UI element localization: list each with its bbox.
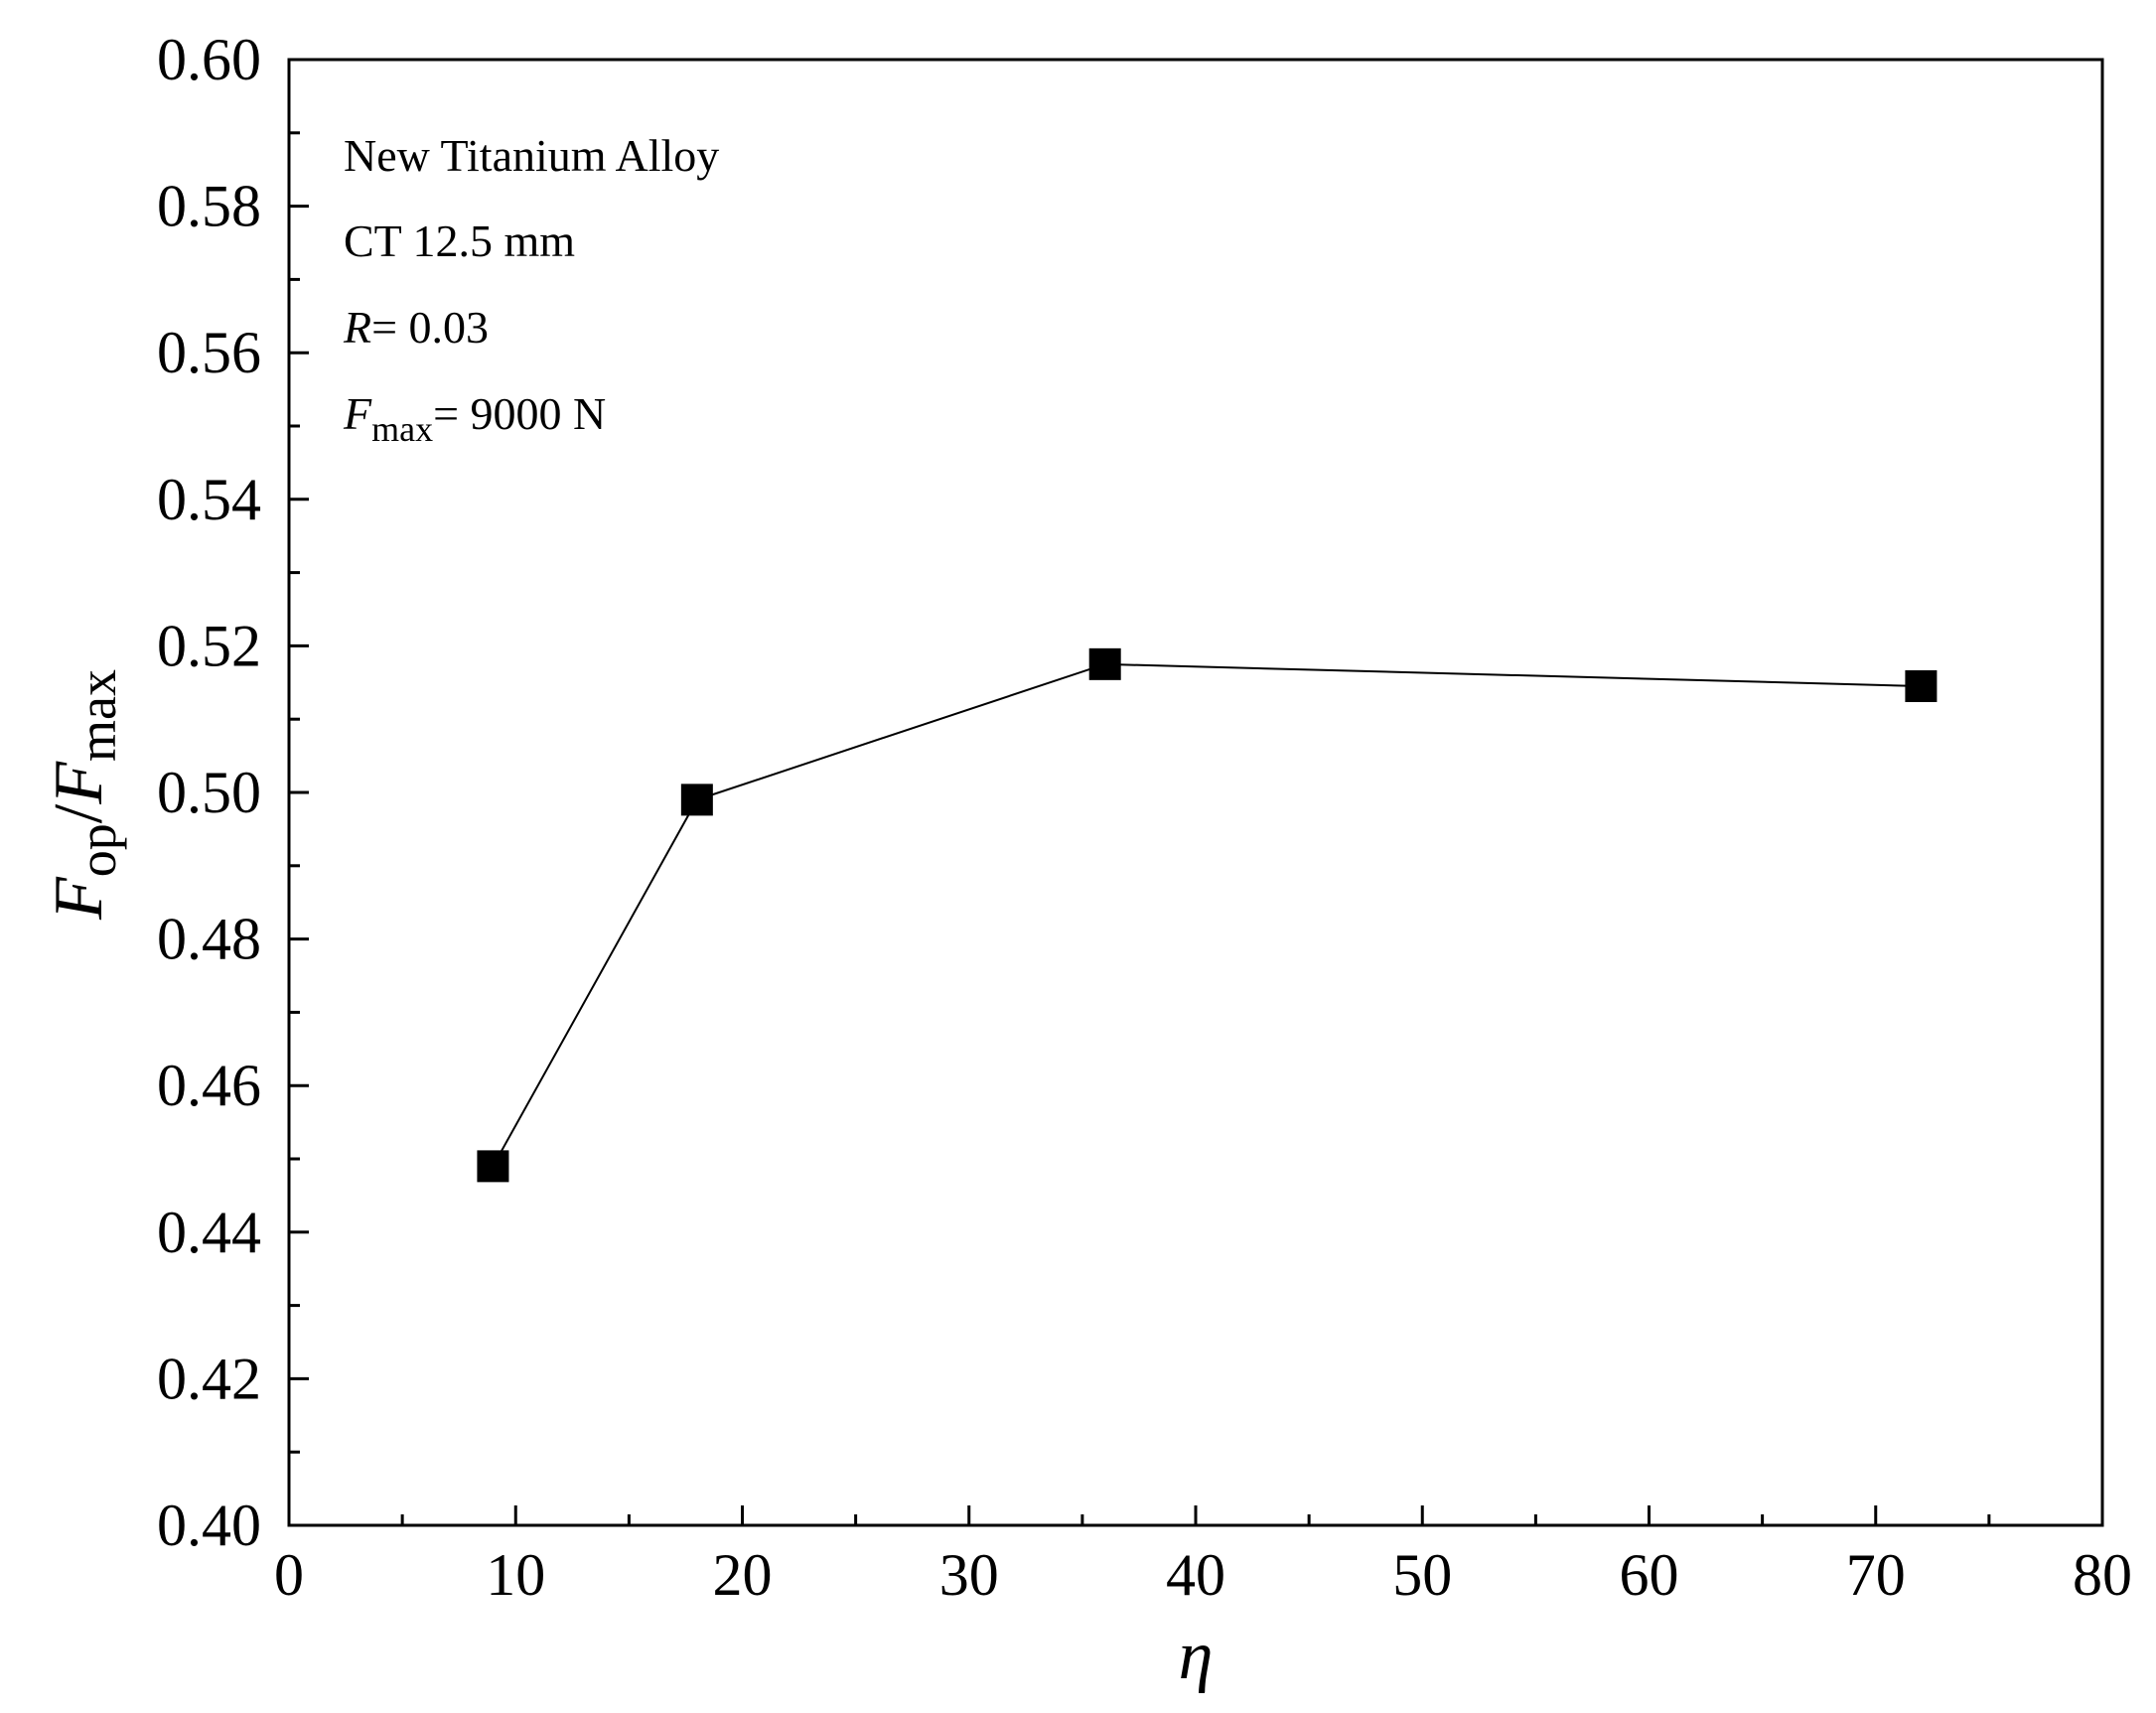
y-tick-label: 0.56 [157,320,261,385]
series-line [492,662,1922,1167]
y-tick-label: 0.42 [157,1346,261,1411]
data-point-marker [1088,647,1121,680]
data-point-marker [477,1150,509,1183]
annotation-f-subscript: max [371,409,433,449]
x-tick-label: 10 [486,1542,545,1608]
x-tick-label: 70 [1846,1542,1906,1608]
y-axis-title: Fop/Fmax [41,669,127,921]
y-axis-title-f1: F [41,876,117,921]
annotation-f-value: = 9000 N [433,388,606,439]
y-tick-label: 0.44 [157,1200,261,1265]
data-point-marker [1905,669,1938,702]
y-tick-label: 0.40 [157,1493,261,1558]
y-axis-title-sub1: op [68,823,127,877]
y-tick-label: 0.52 [157,613,261,678]
annotation-material: New Titanium Alloy [344,130,719,181]
y-tick-label: 0.50 [157,760,261,825]
annotation-specimen: CT 12.5 mm [344,215,575,266]
x-tick-label: 60 [1620,1542,1679,1608]
x-tick-label: 40 [1166,1542,1225,1608]
y-axis-title-slash: / [41,803,117,823]
y-tick-label: 0.46 [157,1053,261,1118]
y-axis-ticks [289,58,309,1527]
annotation-block: New Titanium Alloy CT 12.5 mm R= 0.03 Fm… [343,130,719,449]
x-tick-label: 30 [939,1542,999,1608]
y-axis-tick-labels: 0.40 0.42 0.44 0.46 0.48 0.50 0.52 0.54 0.56 0.58… [157,27,261,1558]
x-tick-label: 20 [713,1542,773,1608]
annotation-r-value: = 0.03 [371,302,489,353]
y-axis-title-f2: F [41,761,117,805]
x-tick-label: 50 [1392,1542,1452,1608]
annotation-fmax: Fmax= 9000 N [343,388,606,449]
x-axis-title: η [1179,1618,1214,1694]
annotation-f-symbol: F [343,388,372,439]
x-axis-ticks [287,1505,2104,1525]
annotation-r-ratio: R= 0.03 [343,302,489,353]
x-tick-label: 0 [274,1542,304,1608]
x-axis-tick-labels: 0 10 20 30 40 50 60 70 80 [274,1542,2132,1608]
y-tick-label: 0.48 [157,907,261,972]
data-point-marker [680,784,713,816]
y-tick-label: 0.54 [157,467,261,532]
x-tick-label: 80 [2073,1542,2132,1608]
y-tick-label: 0.60 [157,27,261,92]
annotation-r-symbol: R [343,302,371,353]
series-layer [477,647,1938,1183]
y-axis-title-sub2: max [68,669,127,762]
y-tick-label: 0.58 [157,174,261,239]
